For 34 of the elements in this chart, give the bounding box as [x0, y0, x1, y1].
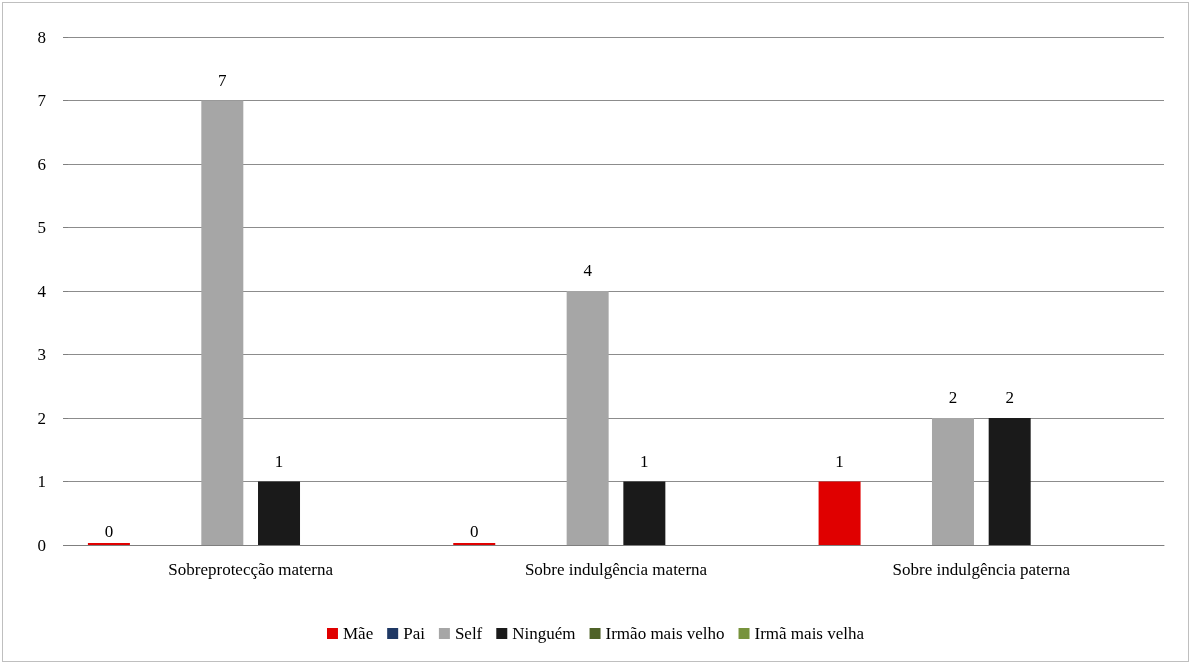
x-tick-label: Sobre indulgência paterna: [892, 560, 1071, 579]
bar: [258, 481, 301, 545]
bar: [818, 481, 861, 545]
data-label: 1: [640, 451, 649, 471]
y-tick-label: 0: [37, 535, 46, 555]
legend-label: Ninguém: [512, 624, 576, 643]
y-tick-label: 7: [37, 91, 47, 110]
y-tick-label: 6: [37, 154, 46, 174]
y-tick-label: 3: [37, 345, 46, 364]
bar: [623, 481, 666, 545]
legend-label: Irmã mais velha: [754, 624, 865, 643]
data-label: 1: [835, 451, 844, 471]
y-tick-label: 1: [37, 472, 46, 491]
bar: [988, 418, 1031, 545]
data-label: 2: [1005, 388, 1014, 407]
legend-label: Self: [454, 624, 483, 643]
bar: [201, 100, 244, 545]
data-label: 1: [274, 451, 284, 471]
bar: [566, 291, 609, 545]
x-tick-label: Sobreprotecção materna: [168, 560, 334, 579]
data-label: 7: [218, 70, 228, 90]
x-tick-label: Sobre indulgência materna: [524, 560, 708, 579]
data-label: 0: [470, 522, 479, 541]
legend-label: Mãe: [342, 624, 374, 643]
data-label: 0: [104, 522, 114, 541]
legend-label: Irmão mais velho: [605, 624, 725, 643]
bar: [931, 418, 974, 545]
data-label: 4: [583, 261, 593, 280]
legend-label: Pai: [403, 624, 426, 643]
y-tick-label: 2: [37, 408, 46, 428]
y-tick-label: 4: [37, 281, 47, 301]
y-tick-label: 5: [37, 218, 46, 237]
y-tick-label: 8: [37, 27, 46, 47]
data-label: 2: [948, 388, 958, 407]
